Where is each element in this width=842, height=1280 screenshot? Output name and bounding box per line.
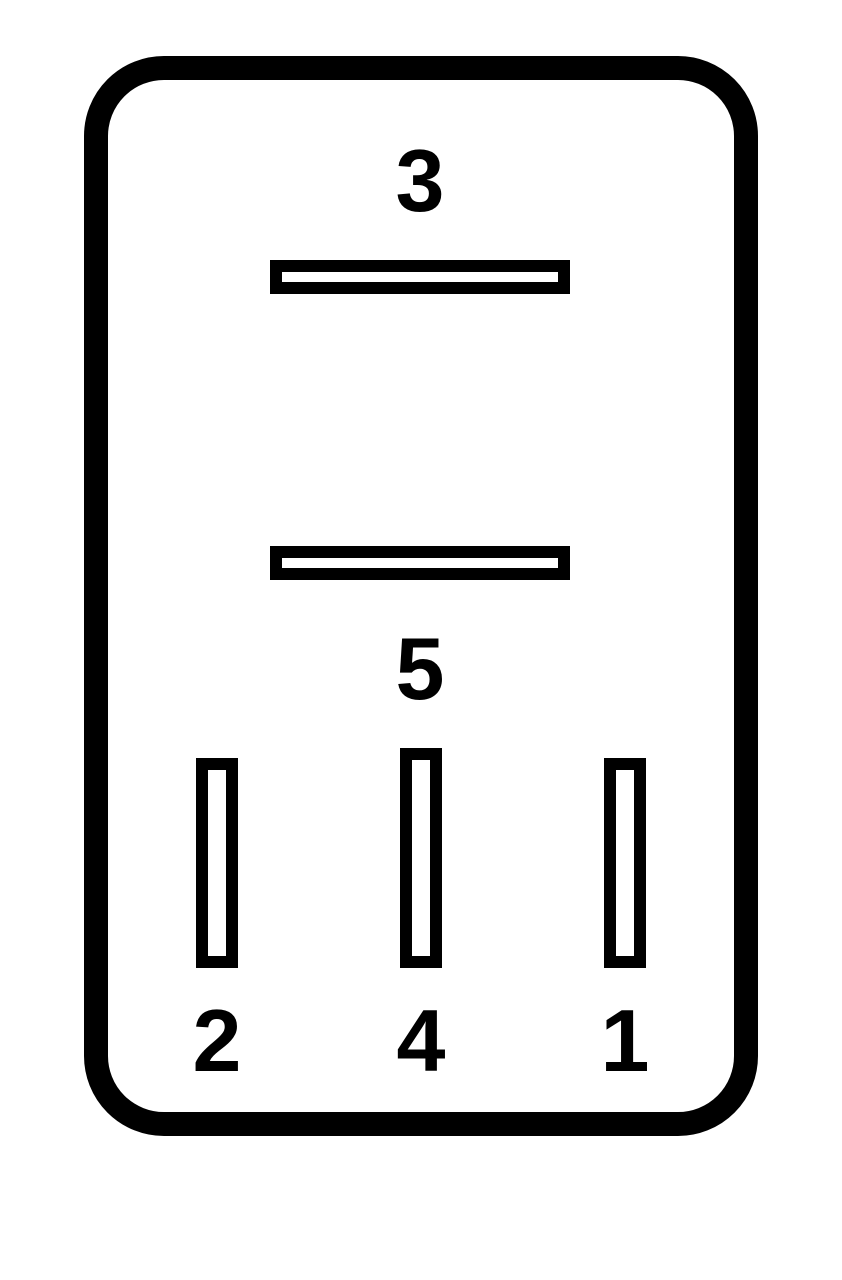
pin-4-label: 4 bbox=[397, 990, 446, 1092]
pin-3-slot bbox=[270, 260, 570, 294]
pin-2-label: 2 bbox=[193, 990, 242, 1092]
pin-5-label: 5 bbox=[396, 618, 445, 720]
pin-1-slot bbox=[604, 758, 646, 968]
pin-4-slot bbox=[400, 748, 442, 968]
pin-3-label: 3 bbox=[396, 130, 445, 232]
pin-2-slot bbox=[196, 758, 238, 968]
pin-5-slot bbox=[270, 546, 570, 580]
pin-1-label: 1 bbox=[601, 990, 650, 1092]
